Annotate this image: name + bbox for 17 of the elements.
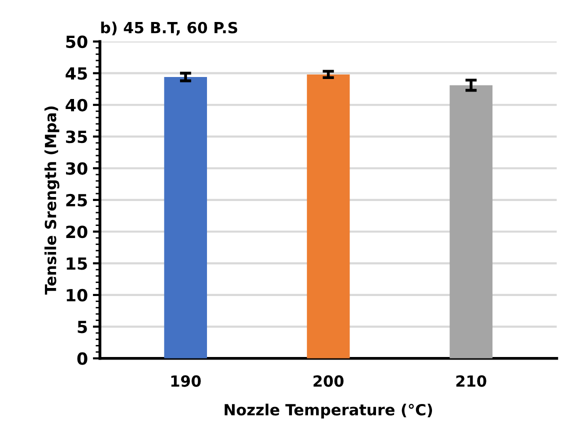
x-tick-label: 200 [314,375,344,387]
y-axis-title: Tensile Srength (Mpa) [44,106,60,295]
y-tick-label: 20 [66,226,88,238]
y-tick-label: 25 [66,194,87,206]
y-tick-label: 15 [66,257,87,270]
y-tick-label: 40 [66,98,88,112]
y-tick-label: 30 [66,162,88,175]
chart-title: b) 45 B.T, 60 P.S [101,22,238,36]
x-tick-label: 210 [456,375,486,387]
x-axis-title: Nozzle Temperature (°C) [224,404,432,418]
y-tick-label: 45 [66,67,87,80]
x-tick-label: 190 [171,375,201,387]
y-tick-label: 50 [66,35,88,48]
y-tick-label: 10 [66,288,88,302]
y-tick-label: 0 [77,352,88,365]
y-tick-label: 5 [78,320,87,334]
y-tick-label: 35 [66,130,87,144]
